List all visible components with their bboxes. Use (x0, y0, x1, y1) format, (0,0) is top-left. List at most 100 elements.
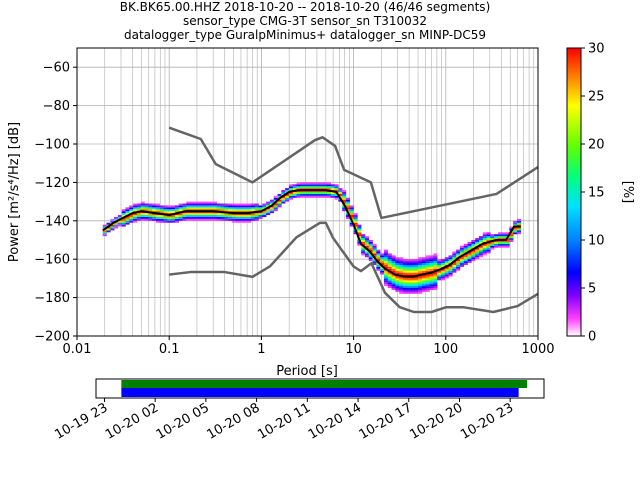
psd-heatmap-cell (402, 263, 408, 265)
colorbar-gradient (566, 47, 582, 337)
psd-heatmap-cell (383, 282, 389, 285)
psd-heatmap-cell (288, 197, 294, 200)
psd-heatmap-cell (399, 266, 404, 269)
psd-heatmap-cell (285, 193, 290, 196)
psd-heatmap-cell (152, 209, 157, 212)
psd-heatmap-cell (190, 207, 195, 210)
psd-heatmap-cell (235, 203, 240, 206)
psd-heatmap-cell (182, 205, 187, 208)
psd-heatmap-cell (421, 257, 427, 260)
psd-heatmap-cell (171, 216, 176, 219)
psd-heatmap-cell (440, 270, 446, 273)
psd-heatmap-cell (395, 288, 400, 290)
psd-heatmap-cell (372, 251, 377, 254)
psd-heatmap-cell (475, 257, 480, 260)
psd-heatmap-cell (414, 286, 419, 288)
psd-heatmap-cell (186, 201, 191, 204)
psd-heatmap-cell (326, 186, 332, 189)
psd-heatmap-cell (383, 259, 389, 262)
psd-heatmap-cell (463, 257, 468, 260)
psd-heatmap-cell (323, 186, 328, 189)
psd-heatmap-cell (440, 274, 446, 277)
psd-heatmap-cell (452, 264, 457, 267)
psd-heatmap-cell (475, 253, 480, 256)
psd-heatmap-cell (418, 286, 423, 288)
psd-heatmap-cell (418, 282, 423, 285)
psd-heatmap-cell (444, 268, 449, 271)
psd-heatmap-cell (399, 264, 404, 267)
psd-heatmap-cell (471, 257, 476, 260)
psd-heatmap-cell (459, 263, 465, 265)
psd-heatmap-cell (288, 184, 294, 187)
psd-heatmap-cell (399, 284, 404, 287)
psd-heatmap-cell (133, 213, 138, 216)
psd-heatmap-cell (387, 264, 392, 267)
psd-heatmap-cell (402, 284, 408, 287)
psd-heatmap-cell (410, 288, 415, 290)
psd-heatmap-cell (326, 184, 332, 187)
psd-heatmap-cell (117, 215, 122, 217)
psd-heatmap-cell (209, 215, 214, 217)
psd-heatmap-cell (342, 195, 347, 198)
psd-heatmap-cell (402, 272, 408, 275)
psd-heatmap-cell (319, 186, 324, 189)
psd-heatmap-cell (399, 276, 404, 279)
psd-heatmap-cell (444, 263, 449, 265)
psd-heatmap-cell (463, 245, 468, 248)
psd-heatmap-cell (247, 216, 252, 219)
psd-heatmap-cell (402, 270, 408, 273)
psd-heatmap-cell (452, 266, 457, 269)
psd-heatmap-cell (482, 243, 487, 246)
psd-heatmap-cell (421, 286, 427, 288)
psd-heatmap-cell (288, 188, 294, 191)
psd-heatmap-cell (486, 251, 491, 254)
psd-heatmap-cell (254, 218, 259, 221)
psd-heatmap-cell (368, 255, 373, 258)
psd-heatmap-cell (281, 190, 286, 192)
psd-heatmap-cell (330, 188, 335, 191)
psd-heatmap-cell (482, 234, 487, 237)
psd-heatmap-cell (345, 205, 351, 208)
psd-heatmap-cell (110, 220, 115, 223)
psd-heatmap-cell (174, 209, 180, 212)
psd-heatmap-cell (171, 220, 176, 223)
psd-heatmap-cell (459, 249, 465, 252)
psd-heatmap-cell (414, 268, 419, 271)
psd-heatmap-cell (505, 234, 510, 237)
psd-heatmap-cell (155, 205, 161, 208)
psd-heatmap-cell (482, 251, 487, 254)
psd-heatmap-cell (121, 209, 126, 212)
psd-heatmap-cell (471, 240, 476, 242)
psd-heatmap-cell (262, 215, 267, 217)
psd-heatmap-cell (387, 280, 392, 283)
psd-heatmap-cell (102, 226, 107, 229)
psd-heatmap-cell (311, 195, 316, 198)
psd-heatmap-cell (125, 218, 130, 221)
psd-heatmap-cell (323, 184, 328, 187)
psd-heatmap-cell (513, 230, 518, 233)
psd-heatmap-cell (395, 276, 400, 279)
psd-heatmap-cell (117, 216, 122, 219)
psd-heatmap-cell (163, 211, 168, 214)
psd-heatmap-cell (421, 268, 427, 271)
psd-heatmap-cell (159, 215, 164, 217)
psd-heatmap-cell (285, 190, 290, 192)
psd-heatmap-cell (406, 284, 411, 287)
psd-heatmap-cell (425, 280, 430, 283)
psd-heatmap-cell (300, 182, 305, 185)
psd-heatmap-cell (258, 213, 263, 216)
psd-heatmap-cell (402, 261, 408, 264)
psd-heatmap-cell (269, 207, 275, 210)
psd-heatmap-cell (148, 216, 153, 219)
y-tick-label: −140 (34, 214, 70, 229)
colorbar-label: [%] (620, 181, 635, 204)
psd-heatmap-cell (383, 255, 389, 258)
psd-heatmap-cell (478, 236, 484, 239)
x-tick-label: 0.1 (159, 342, 180, 357)
psd-heatmap-cell (209, 205, 214, 208)
psd-heatmap-cell (353, 213, 358, 216)
psd-heatmap-cell (380, 270, 385, 273)
psd-heatmap-cell (342, 190, 347, 192)
psd-heatmap-cell (402, 278, 408, 281)
psd-heatmap-cell (418, 272, 423, 275)
